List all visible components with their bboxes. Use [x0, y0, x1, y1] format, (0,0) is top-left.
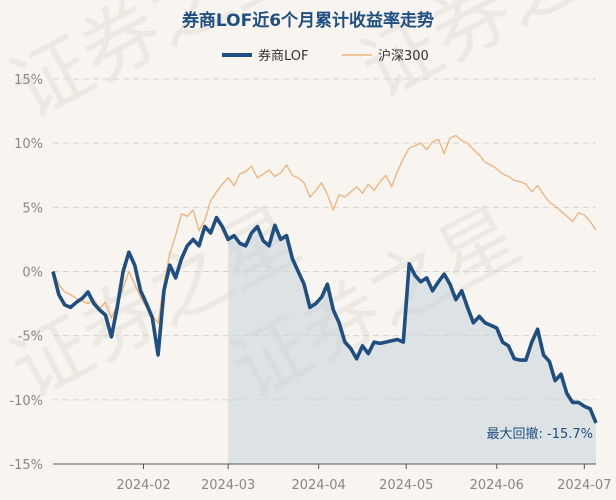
x-tick-label: 2024-02	[116, 478, 170, 493]
y-tick-label: -5%	[18, 330, 43, 345]
x-tick-label: 2024-07	[557, 478, 611, 493]
x-tick-label: 2024-04	[291, 478, 345, 493]
y-tick-label: 10%	[14, 137, 43, 152]
y-tick-label: 0%	[22, 266, 43, 281]
legend-label-hs300: 沪深300	[378, 48, 429, 64]
drawdown-area	[228, 225, 596, 464]
max-drawdown-label: 最大回撤: -15.7%	[486, 426, 593, 442]
series-line-hs300	[52, 134, 597, 325]
x-tick-label: 2024-06	[470, 478, 524, 493]
y-tick-label: 15%	[14, 73, 43, 88]
x-tick-label: 2024-05	[379, 478, 433, 493]
y-tick-label: -10%	[9, 394, 43, 409]
y-tick-label: -15%	[9, 458, 43, 473]
x-tick-label: 2024-03	[201, 478, 255, 493]
legend-label-fund: 券商LOF	[258, 48, 309, 64]
series-line-fund	[51, 215, 598, 424]
y-tick-label: 5%	[22, 201, 43, 216]
chart-title: 券商LOF近6个月累计收益率走势	[181, 10, 434, 31]
